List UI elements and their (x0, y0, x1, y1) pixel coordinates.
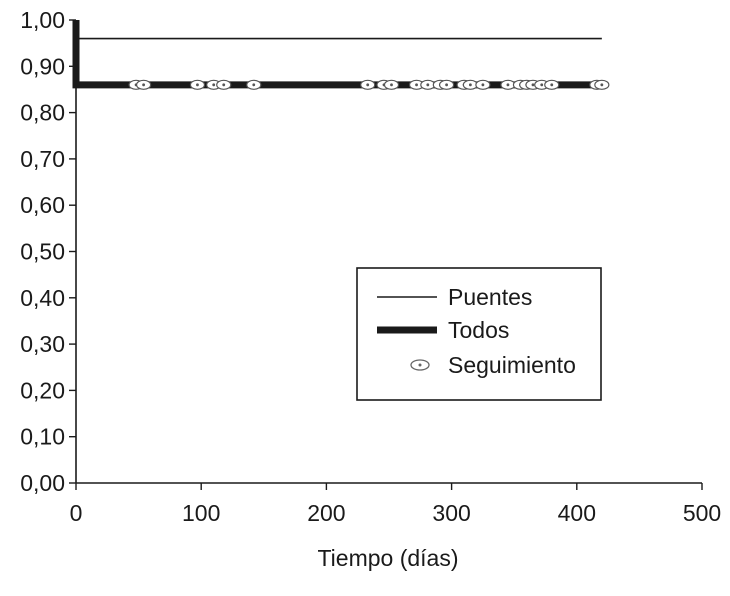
censor-marker-dot (531, 83, 535, 87)
censor-marker-dot (468, 83, 472, 87)
censor-marker-dot (600, 83, 604, 87)
censor-marker-dot (142, 83, 146, 87)
series-layer (72, 20, 602, 89)
censor-marker (462, 79, 478, 90)
censor-marker (500, 79, 516, 90)
y-tick-label: 0,10 (20, 424, 65, 450)
censor-marker (544, 79, 560, 90)
y-tick-label: 0,50 (20, 239, 65, 265)
censor-marker-dot (445, 83, 448, 87)
censor-marker (383, 79, 400, 90)
y-tick-label: 0,60 (20, 192, 65, 218)
x-tick-label: 100 (182, 500, 220, 526)
censor-marker-dot (366, 83, 370, 87)
censor-marker (438, 79, 455, 90)
x-tick-label: 400 (558, 500, 596, 526)
y-tick-label: 1,00 (20, 7, 65, 33)
legend-label-todos: Todos (448, 317, 509, 343)
x-tick-label: 300 (432, 500, 470, 526)
y-tick-label: 0,90 (20, 53, 65, 79)
censor-marker-dot (426, 83, 430, 87)
censor-marker-dot (540, 83, 544, 87)
censor-marker-dot (415, 83, 418, 87)
legend-swatch-seguimiento (410, 359, 430, 371)
censor-markers (128, 79, 610, 90)
censor-marker (189, 79, 206, 90)
x-axis-title: Tiempo (días) (317, 545, 458, 571)
y-tick-label: 0,00 (20, 470, 65, 496)
y-tick-label: 0,20 (20, 377, 65, 403)
censor-marker-dot (212, 83, 216, 87)
censor-marker (216, 79, 232, 90)
censor-marker-dot (390, 83, 393, 87)
censor-marker-dot (550, 83, 554, 87)
censor-marker (136, 79, 152, 90)
censor-marker-dot (481, 83, 485, 87)
censor-marker-dot (506, 83, 510, 87)
censor-marker (594, 79, 610, 90)
y-tick-label: 0,40 (20, 285, 65, 311)
y-tick-label: 0,70 (20, 146, 65, 172)
censor-marker (246, 79, 262, 90)
legend: Puentes Todos Seguimiento (356, 267, 602, 401)
series-line-puentes (75, 20, 602, 40)
censor-marker-dot (196, 83, 199, 87)
x-tick-label: 0 (70, 500, 83, 526)
y-tick-label: 0,80 (20, 100, 65, 126)
censor-marker-dot (222, 83, 226, 87)
legend-label-seguimiento: Seguimiento (448, 352, 576, 378)
y-tick-label: 0,30 (20, 331, 65, 357)
censor-marker-dot (252, 83, 256, 87)
censor-marker (475, 79, 491, 90)
x-tick-label: 500 (683, 500, 721, 526)
censor-marker (420, 79, 436, 90)
series-line-todos (72, 20, 602, 89)
x-tick-label: 200 (307, 500, 345, 526)
legend-frame (356, 267, 602, 401)
axes: 0,00 0,10 0,20 0,30 0,40 0,50 0,60 0,70 0,80 0,90… (20, 7, 721, 526)
censor-marker (360, 79, 376, 90)
legend-label-puentes: Puentes (448, 284, 532, 310)
